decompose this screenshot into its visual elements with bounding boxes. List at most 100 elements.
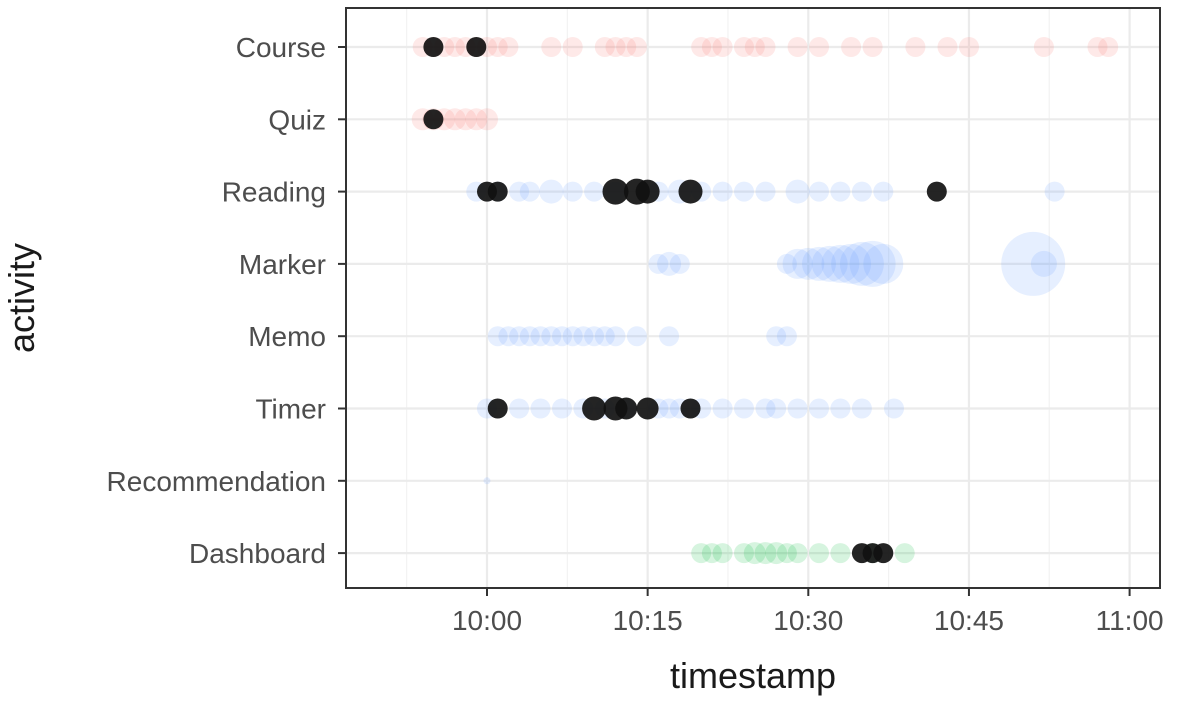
grid-lines [346,8,1160,588]
data-point [509,181,530,202]
data-point [884,398,904,419]
data-point [498,37,519,57]
data-point [669,253,690,274]
data-point [476,108,498,131]
data-point [851,181,872,202]
data-point [787,543,808,564]
data-point [541,326,562,347]
data-point [744,37,765,57]
y-tick-label: Timer [255,394,326,425]
data-point [454,108,477,131]
data-point [839,241,884,286]
data-point [809,398,829,419]
data-point [605,37,626,57]
data-point [602,178,629,205]
data-point [584,181,605,202]
x-tick-label: 10:45 [934,605,1004,636]
data-point [821,244,860,283]
data-point [755,398,776,419]
data-point [787,37,808,57]
data-point [541,37,562,57]
data-point [423,109,444,130]
data-point [811,245,848,282]
data-point [1087,37,1108,57]
data-point [755,37,776,57]
y-tick-label: Recommendation [107,466,326,497]
data-point [841,37,862,57]
data-point [894,543,915,564]
x-axis-title: timestamp [670,655,836,696]
data-point [659,326,680,347]
data-point [487,37,508,57]
data-point [755,181,776,202]
data-point [562,37,583,57]
y-tick-label: Dashboard [189,538,326,569]
data-point [830,543,851,564]
data-point [712,398,733,419]
data-point [905,37,926,57]
data-point [444,37,465,57]
data-point [1030,250,1057,277]
data-point [809,543,829,564]
data-point [584,326,605,347]
x-tick-label: 10:30 [773,605,843,636]
data-point [1033,37,1054,57]
y-tick-label: Marker [239,249,326,280]
data-point [648,253,669,274]
data-point [626,326,647,347]
data-point [849,240,896,287]
data-point [863,243,904,284]
data-point [851,398,872,419]
data-point [712,181,733,202]
data-point [498,326,519,347]
data-point [831,243,872,284]
data-point [573,326,594,347]
data-point [519,326,540,347]
data-point [562,181,583,202]
data-point [691,543,712,564]
data-point [487,326,508,347]
data-point [830,181,851,202]
y-axis: Course Quiz Reading Marker Memo Timer Recommen… [107,32,346,569]
data-point [776,253,797,274]
data-point [754,542,777,565]
data-point [802,246,836,281]
y-tick-label: Memo [248,321,326,352]
data-point [792,247,825,280]
data-point [539,179,564,204]
data-point [562,326,583,347]
data-point [509,326,530,347]
data-point [552,326,572,347]
data-point [483,477,491,485]
data-point [615,397,638,420]
data-point [743,542,766,565]
y-axis-title: activity [1,243,42,353]
data-point [605,326,626,347]
data-point [636,397,659,420]
data-point [635,179,660,204]
data-point [1044,181,1065,202]
data-point [862,37,883,57]
data-point [701,37,722,57]
data-point [809,37,829,57]
data-point [443,108,466,131]
data-point [809,181,829,202]
data-point [776,326,797,347]
data-point [766,326,787,347]
data-point [1001,231,1066,296]
y-tick-label: Course [236,32,326,63]
data-point [787,398,808,419]
data-point [594,326,615,347]
data-point [873,181,894,202]
x-tick-label: 10:00 [452,605,522,636]
data-point [487,181,508,202]
data-point [423,37,444,57]
y-tick-label: Quiz [268,104,326,135]
data-point [765,542,788,565]
data-point [680,398,701,419]
data-point [734,398,754,419]
data-point [582,396,607,421]
plot-panel-border [345,7,1161,589]
